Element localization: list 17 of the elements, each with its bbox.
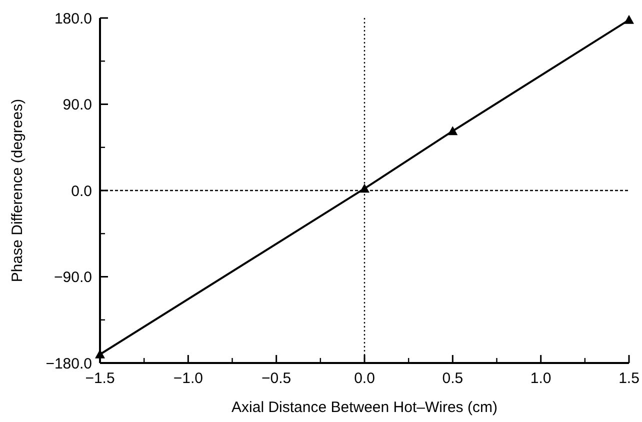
point — [624, 14, 634, 24]
point — [448, 126, 458, 136]
x-axis-title: Axial Distance Between Hot–Wires (cm) — [232, 399, 498, 416]
x-tick-label: 1.0 — [530, 370, 552, 387]
x-tick-label: −1.5 — [85, 370, 115, 387]
x-tick-label: 1.5 — [618, 370, 640, 387]
y-tick-label: −90.0 — [54, 269, 92, 286]
y-axis-title: Phase Difference (degrees) — [9, 98, 26, 282]
y-tick-label: 0.0 — [71, 182, 92, 200]
y-tick-label: −180.0 — [46, 355, 92, 372]
x-tick-label: 0.0 — [354, 370, 375, 387]
x-tick-label: 0.5 — [442, 370, 464, 387]
y-tick-label: 90.0 — [62, 96, 92, 114]
x-tick-label: −0.5 — [262, 370, 292, 387]
y-tick-label: 180.0 — [54, 10, 92, 28]
point — [360, 184, 370, 193]
x-tick-label: −1.0 — [173, 370, 203, 387]
